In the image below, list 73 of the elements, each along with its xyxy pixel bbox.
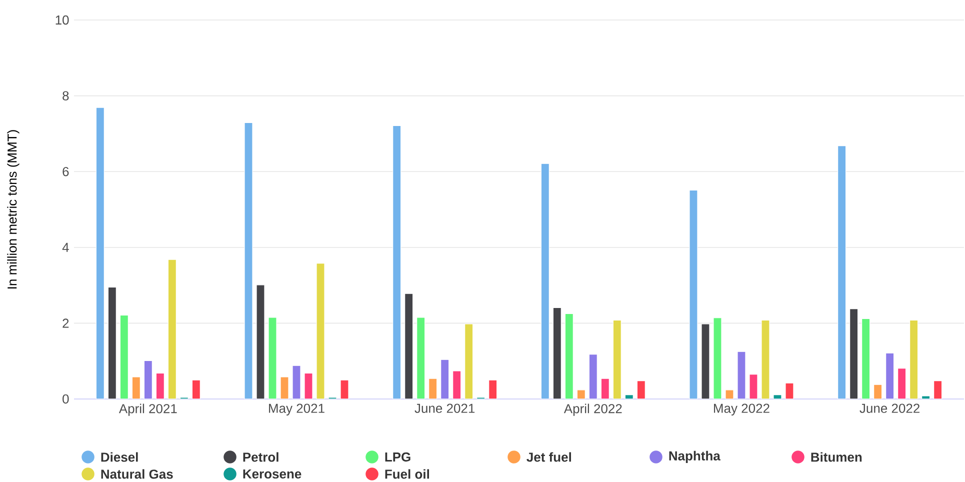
bar: [304, 372, 313, 399]
x-tick-label: June 2021: [414, 404, 475, 413]
legend-label: Diesel: [101, 452, 138, 462]
bar: [404, 293, 414, 399]
bar: [316, 263, 325, 399]
bar: [588, 354, 598, 399]
y-tick-label: 2: [62, 318, 69, 328]
bar: [392, 125, 402, 399]
bar: [934, 380, 942, 399]
bar: [576, 390, 586, 399]
y-tick-label: 6: [62, 167, 69, 176]
x-tick-label: May 2022: [714, 404, 770, 416]
bar: [737, 351, 746, 399]
bar: [292, 365, 301, 399]
y-tick-label: 10: [56, 15, 69, 25]
bar: [108, 286, 116, 399]
bar: [488, 380, 498, 399]
bar: [340, 380, 349, 399]
bar: [132, 376, 140, 399]
bar: [440, 359, 450, 399]
bar: [773, 394, 782, 399]
bar: [416, 317, 426, 399]
bar: [725, 390, 734, 399]
bar: [910, 320, 918, 399]
legend-label: LPG: [385, 452, 410, 462]
bar: [600, 378, 610, 399]
x-tick-label: June 2022: [860, 404, 920, 413]
bar: [749, 374, 758, 399]
bar: [120, 314, 128, 399]
bar: [464, 324, 474, 399]
legend-label: Fuel oil: [385, 469, 429, 479]
y-axis-title: In million metric tons (MMT): [7, 130, 20, 288]
bar: [886, 352, 894, 399]
bar: [862, 318, 870, 399]
bar: [922, 396, 930, 399]
bar: [156, 372, 164, 399]
bar: [689, 190, 698, 399]
bar: [552, 307, 562, 399]
bar: [850, 308, 858, 399]
bar: [713, 318, 722, 399]
legend-label: Jet fuel: [526, 452, 571, 462]
bar: [256, 284, 265, 399]
legend-label: Bitumen: [811, 452, 862, 462]
y-tick-label: 4: [62, 242, 69, 252]
bar: [144, 360, 152, 399]
bar: [428, 378, 438, 399]
legend-label: Natural Gas: [101, 469, 173, 479]
bar: [785, 382, 794, 399]
x-tick-label: April 2021: [118, 404, 177, 416]
bar: [761, 320, 770, 399]
y-tick-label: 8: [62, 91, 69, 100]
bar: [280, 376, 289, 399]
bar: [701, 324, 710, 399]
bar: [96, 107, 104, 399]
bar: [898, 368, 906, 399]
bar: [168, 259, 176, 399]
legend-label: Petrol: [243, 452, 278, 462]
bar: [612, 320, 622, 399]
bar: [838, 146, 846, 399]
bar: [452, 370, 462, 399]
bar: [192, 380, 200, 399]
x-tick-label: May 2021: [269, 404, 324, 416]
legend-label: Naphtha: [669, 450, 720, 464]
y-tick-label: 0: [62, 394, 69, 404]
bar: [268, 317, 277, 399]
legend-label: Kerosene: [243, 469, 302, 479]
bar: [624, 394, 634, 399]
bar: [874, 384, 882, 399]
x-tick-label: April 2022: [564, 404, 622, 416]
bar: [564, 313, 574, 399]
bar: [636, 380, 646, 399]
bar: [244, 122, 253, 399]
bar: [540, 163, 550, 399]
